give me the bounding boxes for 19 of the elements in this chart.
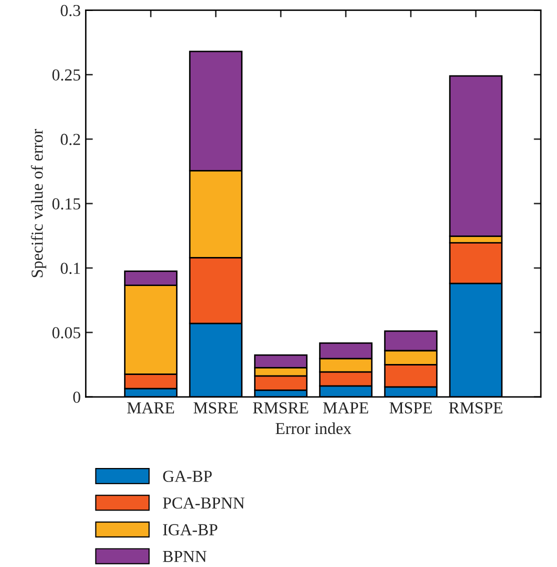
- y-tick-label: 0.15: [52, 198, 80, 210]
- x-tick-label: MSPE: [390, 402, 432, 414]
- x-tick-label: MSRE: [194, 402, 238, 414]
- y-tick-label: 0.3: [60, 4, 80, 16]
- y-tick-label: 0.1: [60, 262, 80, 274]
- x-tick-label: RMSRE: [253, 402, 308, 414]
- x-tick-label: MAPE: [323, 402, 368, 414]
- x-axis-title: Error index: [276, 422, 352, 434]
- y-tick-label: 0: [73, 392, 80, 403]
- legend-label: IGA-BP: [163, 524, 218, 536]
- y-tick-label: 0.25: [52, 69, 80, 81]
- x-tick-label: RMSPE: [448, 402, 502, 414]
- y-tick-label: 0.2: [60, 134, 80, 146]
- legend-label: PCA-BPNN: [162, 497, 244, 509]
- legend-label: GA-BP: [163, 470, 212, 482]
- y-tick-label: 0.05: [52, 327, 80, 338]
- x-tick-label: MARE: [127, 402, 174, 414]
- legend-label: BPNN: [162, 551, 207, 562]
- y-axis-title: Specific value of error: [30, 128, 46, 278]
